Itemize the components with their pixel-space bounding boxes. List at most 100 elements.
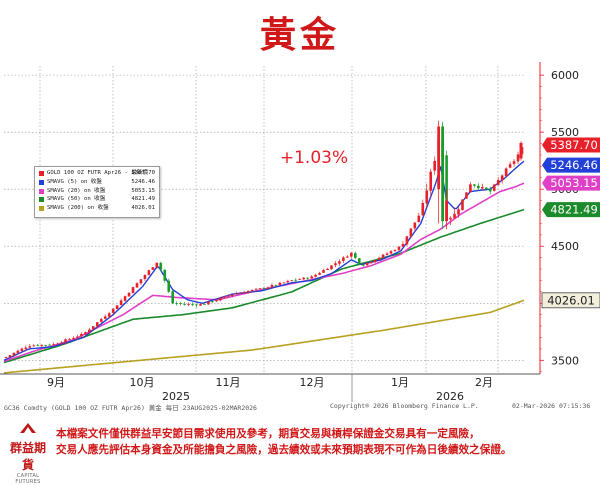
legend-value: 4821.49 bbox=[131, 196, 155, 203]
candle-body bbox=[119, 300, 123, 306]
candle-body bbox=[167, 280, 171, 292]
candle-body bbox=[8, 355, 12, 358]
ma-line-200 bbox=[3, 299, 525, 374]
legend-item: SMAVG (50) on 收盤 4821.49 bbox=[35, 195, 159, 204]
candle-body bbox=[99, 319, 103, 322]
y-tick-label: 3500 bbox=[551, 354, 579, 367]
x-tick-label: 10月 bbox=[130, 376, 155, 389]
candle-body bbox=[242, 292, 246, 294]
candle-body bbox=[326, 268, 329, 271]
legend-swatch bbox=[39, 179, 44, 185]
candle-body bbox=[36, 344, 40, 346]
candle-body bbox=[282, 282, 286, 284]
price-tags: 5387.70 5246.46 5053.15 4821.49 4026.01 bbox=[541, 137, 600, 309]
candle-body bbox=[183, 304, 186, 306]
candle-body bbox=[350, 252, 353, 257]
candle-body bbox=[314, 274, 317, 277]
candle-body bbox=[473, 184, 476, 186]
candle-body bbox=[147, 270, 151, 275]
logo-name: 群益期貨 bbox=[9, 441, 46, 472]
candle-body bbox=[322, 270, 325, 273]
disclaimer-box: 群益期貨 CAPITAL FUTURES 本檔案文件僅供群益早安節目需求使用及參… bbox=[0, 418, 600, 485]
legend-label: SMAVG (5) on 收盤 bbox=[47, 178, 102, 185]
disclaimer-line-2: 交易人應先評估本身資金及所能擔負之風險，過去績效或未來預期表現不可作為日後績效之… bbox=[56, 444, 512, 456]
candle-body bbox=[429, 171, 433, 191]
candle-body bbox=[500, 175, 504, 181]
candle-body bbox=[381, 254, 385, 258]
candle-body bbox=[492, 184, 496, 191]
price-tag-box bbox=[542, 137, 600, 153]
candle-body bbox=[361, 264, 365, 266]
candle-body bbox=[56, 343, 59, 345]
candle-body bbox=[318, 272, 321, 275]
candle-body bbox=[365, 262, 369, 266]
candle-body bbox=[449, 217, 452, 220]
candle-body bbox=[179, 303, 182, 304]
candle-body bbox=[421, 202, 425, 216]
legend-value: 5246.46 bbox=[131, 178, 155, 185]
candle-body bbox=[151, 267, 155, 270]
candle-body bbox=[127, 292, 131, 297]
price-tag-box bbox=[541, 292, 600, 309]
candle-body bbox=[266, 287, 270, 289]
candle-body bbox=[223, 296, 226, 298]
candle-body bbox=[20, 348, 24, 352]
candle-body bbox=[453, 213, 456, 219]
candle-body bbox=[298, 279, 302, 280]
candle-body bbox=[461, 199, 464, 211]
candle-body bbox=[377, 257, 381, 260]
candle-body bbox=[135, 283, 139, 288]
price-tag-box bbox=[542, 202, 600, 218]
candle-body bbox=[111, 308, 115, 313]
candle-body bbox=[60, 342, 63, 344]
candle-body bbox=[484, 187, 488, 190]
candle-body bbox=[199, 304, 202, 306]
candle-body bbox=[465, 192, 468, 199]
candle-body bbox=[397, 246, 401, 250]
candle-body bbox=[504, 168, 508, 177]
candle-body bbox=[508, 164, 512, 168]
candle-body bbox=[123, 296, 127, 301]
candle-body bbox=[246, 291, 250, 293]
candle-body bbox=[342, 257, 345, 262]
candle-body bbox=[425, 190, 429, 204]
candle-body bbox=[215, 299, 218, 302]
x-tick-label: 12月 bbox=[300, 376, 325, 389]
candle-body bbox=[417, 215, 421, 223]
candle-body bbox=[4, 357, 8, 358]
candle-body bbox=[211, 301, 214, 303]
candle-body bbox=[107, 313, 111, 317]
legend-label: SMAVG (200) on 收盤 bbox=[47, 205, 109, 212]
candle-body bbox=[16, 350, 20, 354]
candle-body bbox=[187, 304, 190, 305]
candle-body bbox=[409, 228, 413, 237]
legend-swatch bbox=[39, 197, 44, 203]
source-text: GC36 Comdty (GOLD 100 OZ FUTR Apr26) 黃金 … bbox=[4, 404, 257, 412]
legend-value: 5053.15 bbox=[131, 187, 155, 194]
candle-body bbox=[433, 160, 436, 171]
y-axis: 350040004500500055006000 bbox=[539, 62, 579, 374]
timestamp-text: 02-Mar-2026 07:15:36 bbox=[512, 402, 591, 410]
candle-body bbox=[28, 346, 32, 348]
candle-body bbox=[219, 297, 222, 301]
price-tag-box bbox=[542, 157, 600, 173]
y-tick-label: 5500 bbox=[551, 126, 579, 139]
candle-body bbox=[115, 305, 119, 310]
candle-body bbox=[76, 336, 79, 338]
candle-body bbox=[437, 126, 441, 190]
candle-body bbox=[52, 344, 55, 346]
candle-body bbox=[230, 294, 234, 296]
price-tag-label: 4821.49 bbox=[550, 203, 598, 217]
candle-body bbox=[84, 332, 87, 335]
candle-body bbox=[254, 288, 258, 290]
candle-body bbox=[258, 288, 262, 290]
candle-body bbox=[103, 316, 107, 319]
candle-body bbox=[159, 262, 163, 270]
candle-body bbox=[519, 143, 523, 159]
y-tick-label: 4500 bbox=[551, 240, 579, 253]
x-tick-label: 11月 bbox=[216, 376, 241, 389]
legend-label: SMAVG (50) on 收盤 bbox=[47, 196, 106, 203]
legend-item: SMAVG (20) on 收盤 5053.15 bbox=[35, 187, 159, 196]
candle-body bbox=[405, 236, 409, 245]
disclaimer-line-1: 本檔案文件僅供群益早安節目需求使用及參考，期貨交易與槓桿保證金交易具有一定風險， bbox=[56, 428, 480, 440]
